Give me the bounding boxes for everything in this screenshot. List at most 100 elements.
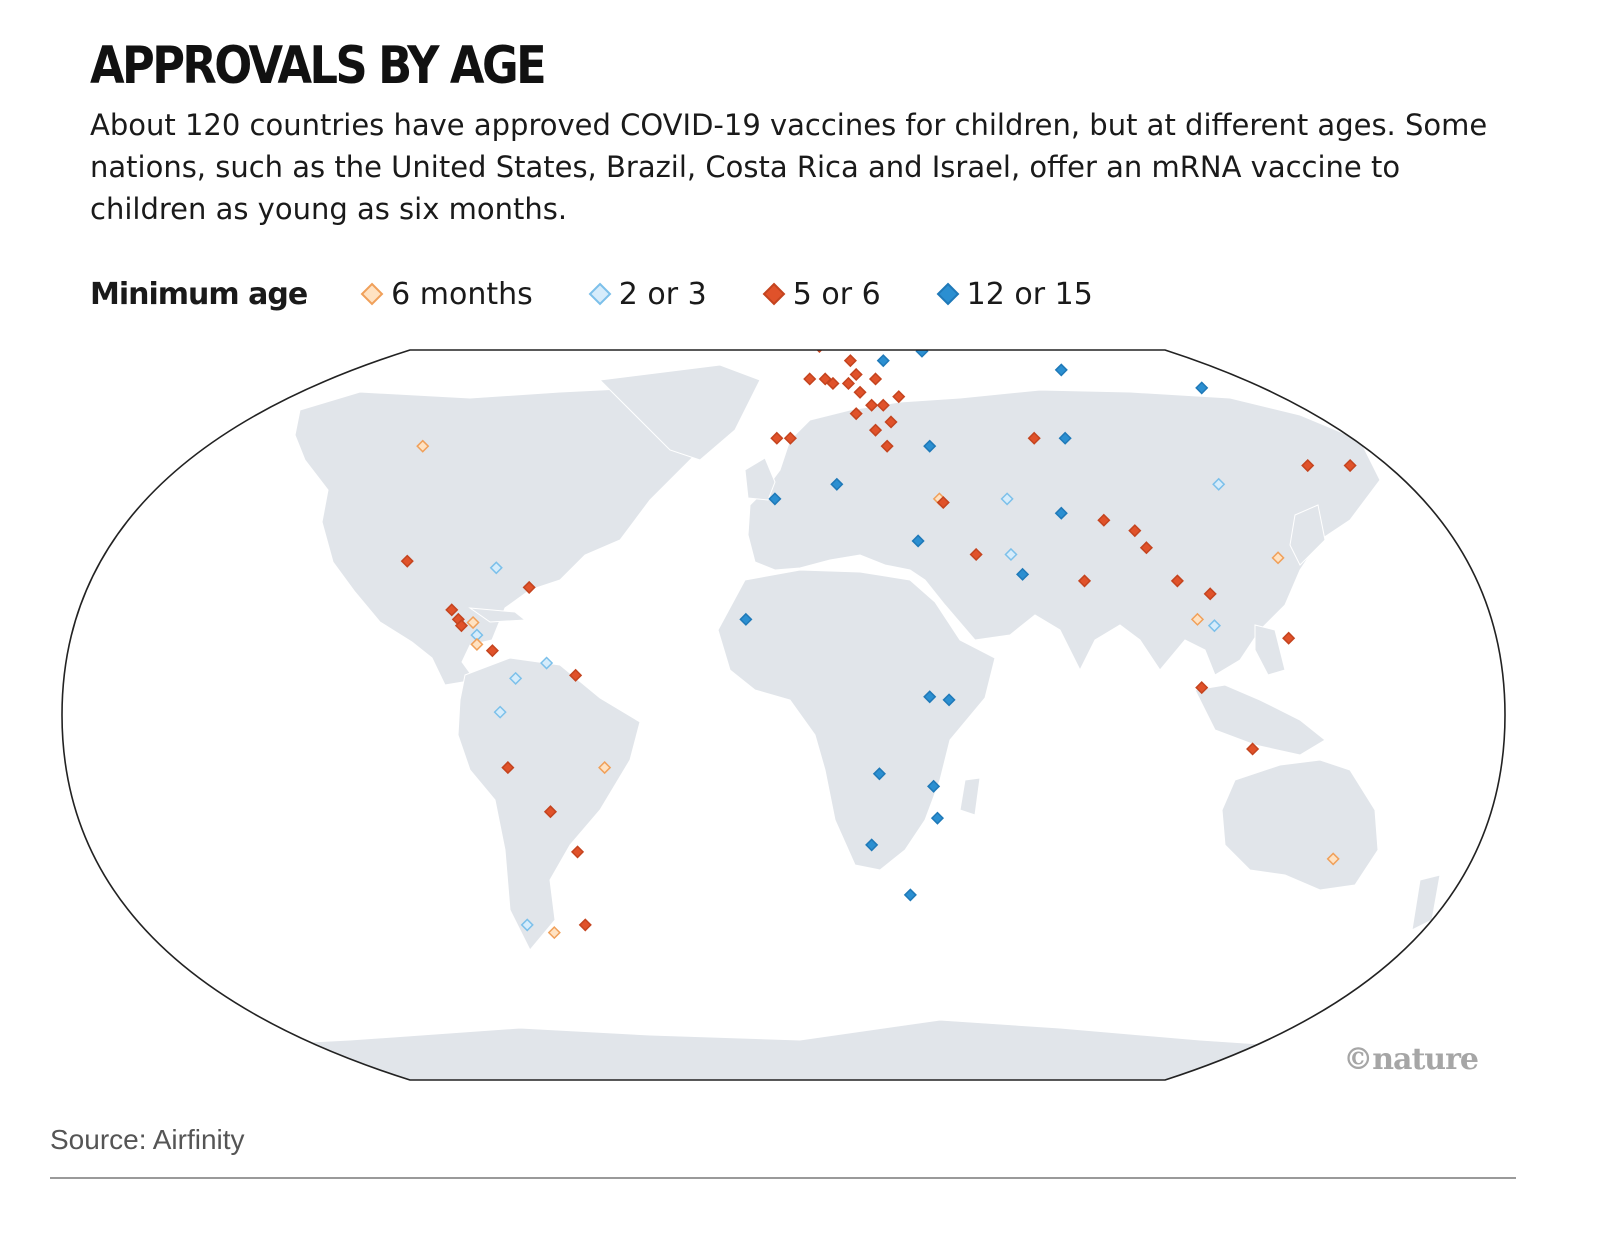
legend-label: 6 months <box>391 276 533 312</box>
country-marker-2-3 <box>493 705 507 719</box>
country-marker-5-6 <box>969 547 983 562</box>
country-marker-12-15 <box>739 612 753 626</box>
country-marker-5-6 <box>892 390 906 404</box>
country-marker-5-6 <box>812 350 826 354</box>
country-marker-6m <box>547 926 561 940</box>
country-marker-6m <box>466 615 480 630</box>
country-marker-5-6 <box>803 372 817 386</box>
country-marker-5-6 <box>1027 431 1041 445</box>
country-marker-12-15 <box>830 477 844 491</box>
country-marker-5-6 <box>454 619 469 633</box>
australia-shape <box>1221 759 1379 891</box>
country-marker-2-3 <box>540 656 554 670</box>
eurasia-shape <box>747 389 1381 676</box>
country-marker-6m <box>416 439 430 453</box>
country-marker-5-6 <box>1203 587 1217 601</box>
world-map <box>61 340 1506 1081</box>
country-marker-2-3 <box>1212 477 1226 491</box>
country-marker-2-3 <box>1004 547 1018 562</box>
country-marker-12-15 <box>930 811 945 825</box>
country-marker-5-6 <box>543 805 558 819</box>
subtitle: About 120 countries have approved COVID-… <box>90 108 1488 226</box>
country-marker-5-6 <box>783 431 797 445</box>
legend-label: 2 or 3 <box>618 276 707 312</box>
country-marker-5-6 <box>569 668 583 682</box>
legend: Minimum age 6 months 2 or 3 5 or 6 12 or… <box>90 272 1147 316</box>
country-marker-5-6 <box>1301 458 1315 473</box>
legend-label: 12 or 15 <box>966 276 1093 312</box>
country-marker-2-3 <box>1000 492 1014 506</box>
country-marker-5-6 <box>1246 742 1260 756</box>
country-marker-5-6 <box>865 398 879 412</box>
marker-layer <box>400 340 1357 940</box>
caribbean-shape <box>468 607 527 623</box>
indonesia-shape <box>1194 684 1326 756</box>
diamond-marker-icon <box>936 282 960 306</box>
new-zealand-shape <box>1411 874 1441 931</box>
country-marker-12-15 <box>942 693 956 707</box>
legend-label: 5 or 6 <box>792 276 881 312</box>
legend-title: Minimum age <box>90 276 308 312</box>
country-marker-12-15 <box>1016 567 1030 581</box>
country-marker-6m <box>598 761 612 775</box>
country-marker-5-6 <box>1128 524 1142 538</box>
country-marker-5-6 <box>400 554 414 568</box>
country-marker-12-15 <box>1058 431 1072 445</box>
country-marker-12-15 <box>927 779 941 793</box>
legend-item-2-or-3: 2 or 3 <box>587 277 707 312</box>
country-marker-5-6 <box>770 431 784 445</box>
country-marker-5-6 <box>936 495 950 510</box>
country-marker-12-15 <box>923 439 937 453</box>
legend-item-5-or-6: 5 or 6 <box>761 277 881 312</box>
source-note: Source: Airfinity <box>50 1124 245 1155</box>
british-isles-shape <box>744 457 776 501</box>
map-outline <box>61 349 1506 1081</box>
country-marker-12-15 <box>768 492 782 506</box>
country-marker-2-3 <box>520 918 534 932</box>
country-marker-5-6 <box>853 385 867 399</box>
country-marker-12-15 <box>911 534 925 548</box>
country-marker-5-6 <box>849 367 863 382</box>
country-marker-6m <box>1190 612 1205 626</box>
page-title: APPROVALS BY AGE <box>90 36 547 96</box>
diamond-marker-icon <box>360 282 384 306</box>
country-marker-5-6 <box>1195 681 1209 695</box>
country-marker-12-15 <box>903 888 917 902</box>
philippines-shape <box>1254 624 1286 676</box>
country-marker-12-15 <box>1054 363 1068 377</box>
country-marker-6m <box>1326 852 1340 866</box>
south-america-shape <box>457 657 641 951</box>
country-marker-5-6 <box>884 415 898 429</box>
country-marker-5-6 <box>578 918 592 932</box>
legend-item-12-or-15: 12 or 15 <box>935 277 1093 312</box>
greenland-shape <box>598 364 761 461</box>
japan-shape <box>1289 504 1326 566</box>
country-marker-12-15 <box>1195 381 1209 395</box>
country-marker-5-6 <box>485 644 499 658</box>
antarctica-shape <box>62 1019 1505 1080</box>
country-marker-5-6 <box>843 354 857 368</box>
country-marker-12-15 <box>915 350 929 358</box>
diamond-marker-icon <box>762 282 786 306</box>
bottom-divider <box>50 1177 1516 1179</box>
nature-credit-logo: ©nature <box>1343 1042 1479 1077</box>
legend-item-6-months: 6 months <box>359 277 533 312</box>
country-marker-5-6 <box>835 340 846 347</box>
africa-shape <box>717 569 996 871</box>
country-marker-5-6 <box>880 439 894 453</box>
country-marker-2-3 <box>509 671 523 685</box>
country-marker-12-15 <box>876 354 890 368</box>
madagascar-shape <box>959 777 981 816</box>
country-marker-5-6 <box>522 580 536 594</box>
country-marker-5-6 <box>1077 574 1092 588</box>
country-marker-5-6 <box>1343 458 1357 473</box>
country-marker-6m <box>1271 551 1285 565</box>
diamond-marker-icon <box>588 282 612 306</box>
country-marker-5-6 <box>826 376 840 391</box>
country-marker-5-6 <box>1139 541 1153 555</box>
country-marker-5-6 <box>868 423 883 437</box>
country-marker-5-6 <box>841 376 856 391</box>
land-masses <box>62 364 1505 1080</box>
country-marker-12-15 <box>872 767 886 781</box>
country-marker-5-6 <box>445 603 459 617</box>
